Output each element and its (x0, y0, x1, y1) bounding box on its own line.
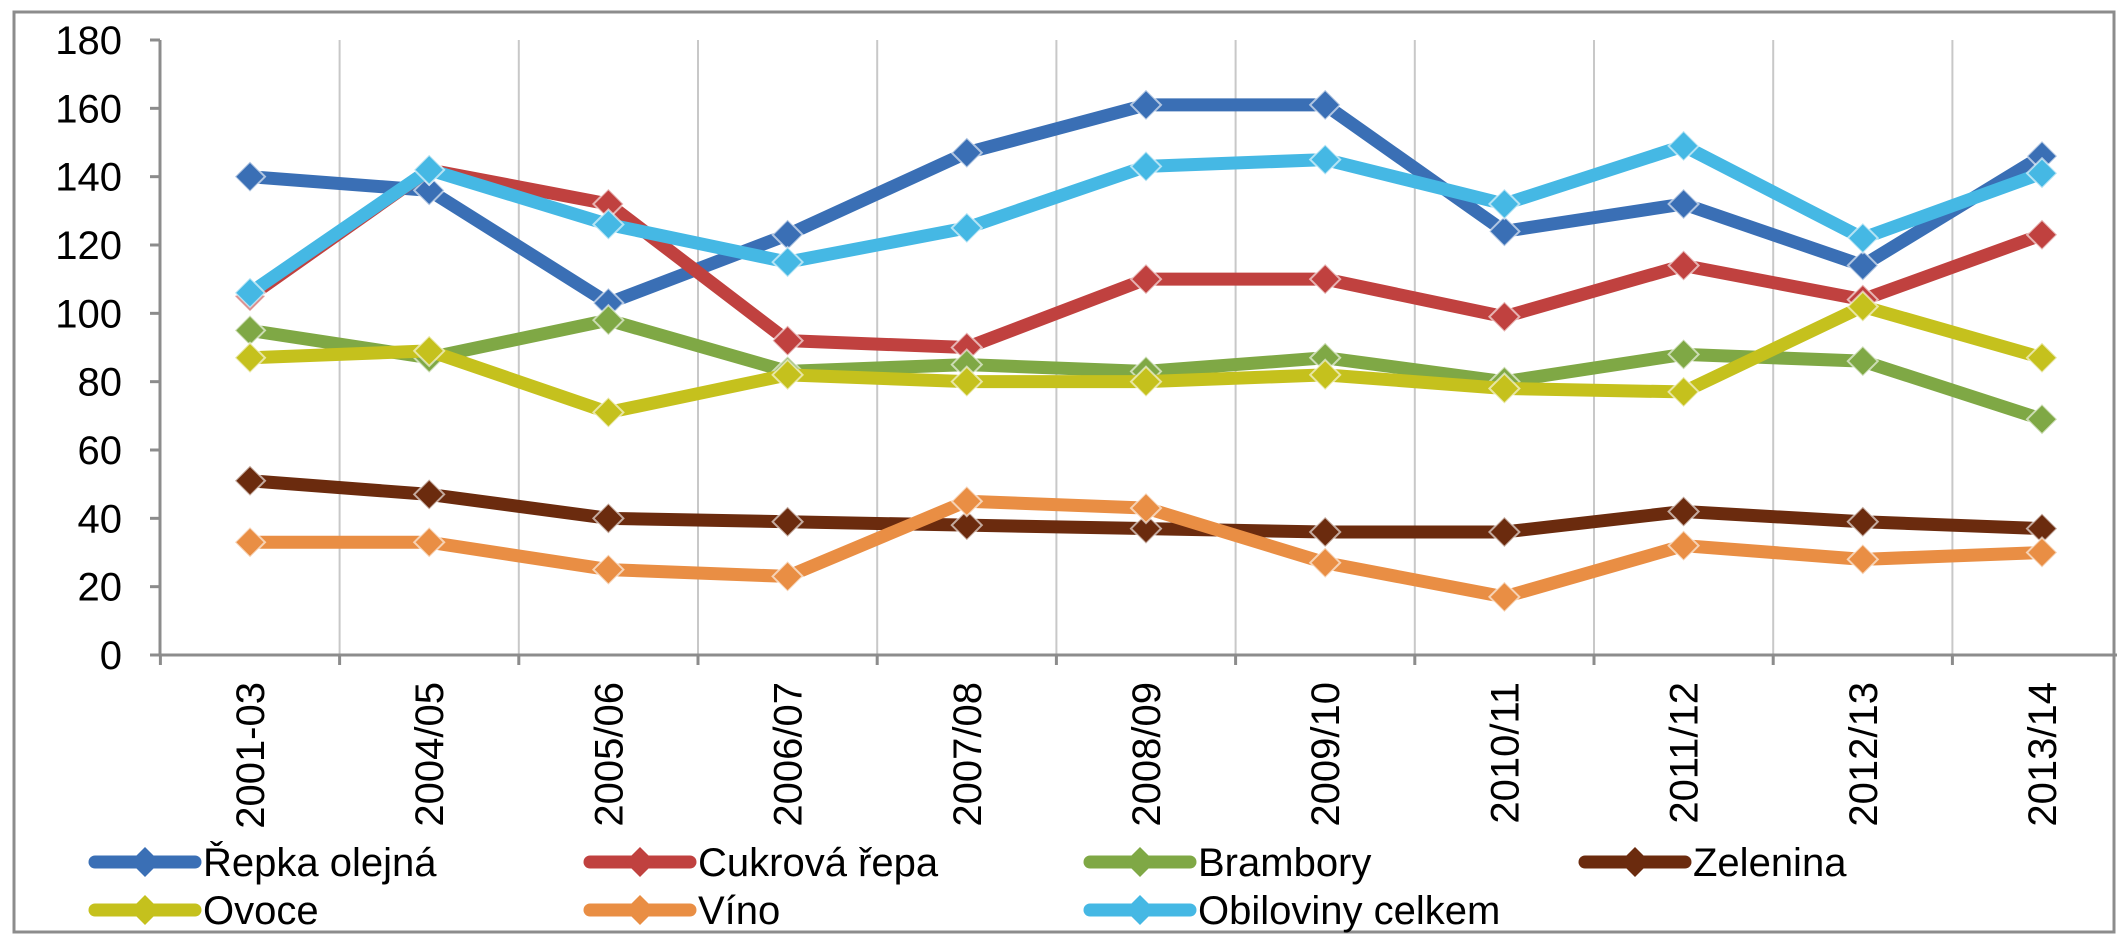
y-tick-label: 40 (78, 497, 123, 541)
data-point-marker (1667, 529, 1701, 563)
x-tick-label: 2004/05 (408, 682, 452, 827)
legend-label: Řepka olejná (203, 840, 437, 885)
x-tick-label: 2009/10 (1304, 682, 1348, 827)
x-tick-label: 2012/13 (1842, 682, 1886, 827)
data-point-marker (1846, 542, 1880, 576)
y-tick-label: 140 (55, 156, 122, 200)
data-point-marker (233, 276, 267, 310)
data-point-marker (1667, 129, 1701, 163)
data-point-marker (412, 153, 446, 187)
data-point-marker (1129, 150, 1163, 183)
data-point-marker (1308, 262, 1342, 296)
data-point-marker (233, 464, 267, 498)
data-point-marker (1129, 88, 1163, 122)
data-point-marker (2025, 341, 2059, 375)
data-point-marker (1487, 187, 1521, 221)
data-point-marker (1308, 515, 1342, 549)
y-tick-label: 180 (55, 19, 122, 63)
data-point-marker (1487, 300, 1521, 334)
legend-swatch-marker (130, 895, 160, 925)
data-point-marker (1308, 88, 1342, 122)
data-point-marker (1487, 372, 1521, 405)
data-point-marker (1487, 214, 1521, 248)
data-point-marker (1846, 249, 1880, 282)
legend-label: Obiloviny celkem (1198, 889, 1500, 933)
data-point-marker (412, 525, 446, 559)
x-tick-label: 2006/07 (767, 682, 811, 827)
data-point-marker (233, 160, 267, 194)
data-point-marker (1667, 337, 1701, 371)
data-point-marker (1129, 512, 1163, 545)
data-point-marker (1487, 515, 1521, 549)
legend-swatch-marker (625, 847, 655, 877)
legend-label: Zelenina (1693, 841, 1847, 885)
chart-border (12, 10, 2116, 934)
x-tick-label: 2007/08 (946, 682, 990, 827)
legend-label: Cukrová řepa (698, 841, 939, 885)
data-point-marker (1129, 365, 1163, 399)
y-tick-label: 80 (78, 361, 123, 405)
data-point-marker (950, 136, 984, 170)
data-point-marker (412, 173, 446, 207)
y-tick-label: 0 (100, 634, 122, 678)
data-point-marker (1308, 546, 1342, 580)
legend-swatch-marker (1125, 847, 1155, 877)
x-tick-label: 2010/11 (1483, 682, 1527, 824)
x-tick-label: 2011/12 (1663, 682, 1707, 824)
data-point-marker (591, 208, 625, 241)
data-point-marker (1129, 491, 1163, 525)
y-tick-label: 100 (55, 292, 122, 336)
data-point-marker (2025, 536, 2059, 569)
data-point-marker (1846, 221, 1880, 255)
data-point-marker (1667, 187, 1701, 221)
data-point-marker (233, 341, 267, 375)
data-point-marker (233, 314, 267, 347)
data-point-marker (771, 560, 805, 593)
data-point-marker (1667, 495, 1701, 528)
data-point-marker (591, 303, 625, 337)
data-point-marker (1846, 344, 1880, 378)
data-point-marker (233, 525, 267, 559)
data-point-marker (1129, 262, 1163, 296)
y-tick-label: 60 (78, 429, 123, 473)
data-point-marker (412, 478, 446, 511)
data-point-marker (771, 358, 805, 392)
legend-label: Víno (698, 889, 780, 933)
data-point-marker (591, 553, 625, 586)
data-point-marker (771, 505, 805, 539)
data-point-marker (412, 334, 446, 368)
data-point-marker (950, 508, 984, 542)
data-point-marker (771, 245, 805, 279)
legend-swatch-marker (1620, 847, 1650, 877)
legend-swatch-marker (625, 895, 655, 925)
data-point-marker (1667, 375, 1701, 409)
data-point-marker (950, 484, 984, 518)
data-point-marker (1846, 290, 1880, 323)
data-point-marker (1846, 505, 1880, 539)
legend-swatch-marker (1125, 895, 1155, 925)
x-tick-label: 2001-03 (229, 682, 273, 829)
data-point-marker (2025, 218, 2059, 252)
data-point-marker (950, 211, 984, 245)
data-point-marker (1487, 580, 1521, 614)
data-point-marker (2025, 402, 2059, 436)
data-point-marker (1308, 358, 1342, 392)
legend-label: Brambory (1198, 841, 1371, 885)
data-point-marker (1308, 143, 1342, 176)
y-tick-label: 160 (55, 87, 122, 131)
x-tick-label: 2008/09 (1125, 682, 1169, 827)
y-tick-label: 20 (78, 566, 123, 610)
legend-swatch-marker (130, 847, 160, 877)
data-point-marker (1667, 249, 1701, 282)
data-point-marker (2025, 156, 2059, 190)
data-point-marker (591, 396, 625, 429)
data-point-marker (591, 501, 625, 535)
x-tick-label: 2013/14 (2021, 682, 2065, 827)
data-point-marker (950, 365, 984, 399)
y-tick-label: 120 (55, 224, 122, 268)
x-tick-label: 2005/06 (587, 682, 631, 827)
legend-label: Ovoce (203, 889, 319, 933)
